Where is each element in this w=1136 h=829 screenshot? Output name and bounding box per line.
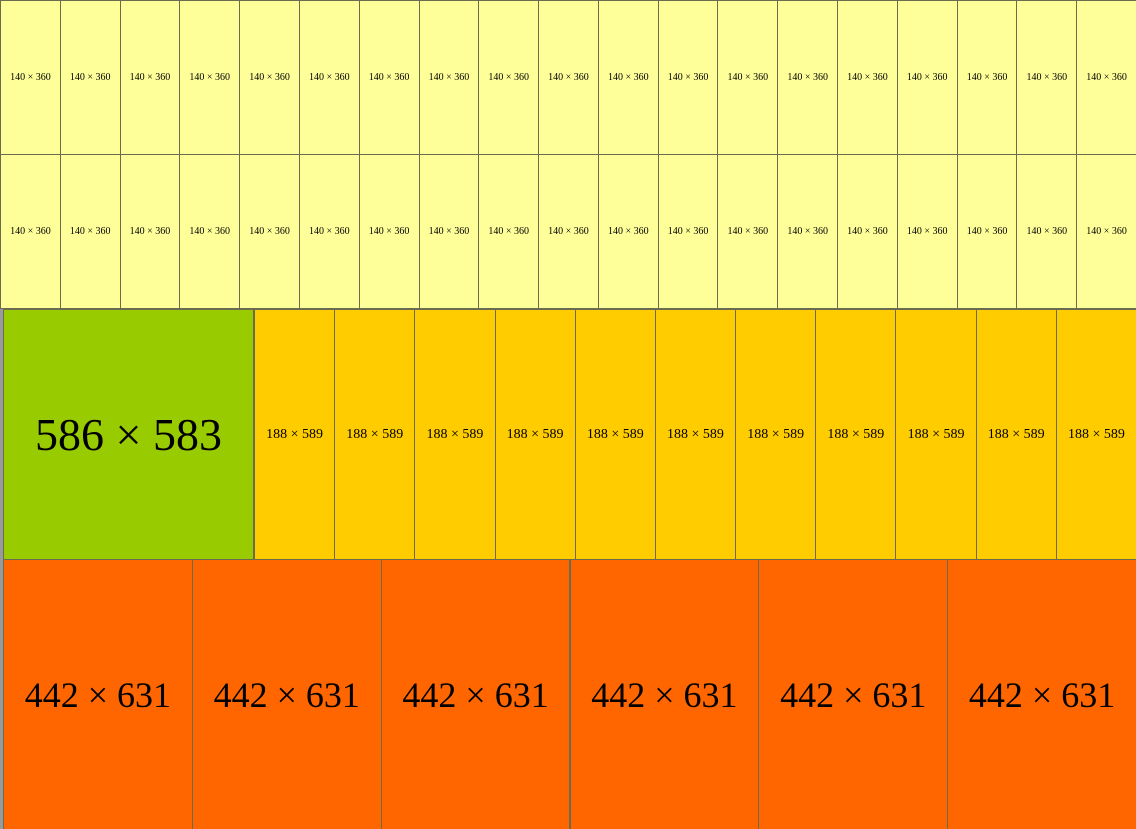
small-tile: 140 × 360: [956, 0, 1018, 155]
small-tile: 140 × 360: [0, 0, 61, 155]
small-tile: 140 × 360: [478, 154, 540, 309]
big-tile: 442 × 631: [569, 559, 760, 829]
medium-tile: 188 × 589: [574, 309, 656, 560]
medium-tile: 188 × 589: [895, 309, 977, 560]
small-tile: 140 × 360: [1076, 154, 1136, 309]
large-tile: 586 × 583: [3, 309, 254, 560]
medium-tile: 188 × 589: [735, 309, 817, 560]
small-tile: 140 × 360: [478, 0, 540, 155]
medium-tile: 188 × 589: [414, 309, 496, 560]
small-tile: 140 × 360: [538, 154, 599, 309]
small-tile: 140 × 360: [717, 154, 779, 309]
medium-tile: 188 × 589: [1055, 309, 1136, 560]
small-tile: 140 × 360: [1016, 154, 1078, 309]
small-tile: 140 × 360: [418, 154, 480, 309]
big-tile: 442 × 631: [191, 559, 382, 829]
small-tile: 140 × 360: [59, 0, 121, 155]
small-tile: 140 × 360: [59, 154, 121, 309]
small-tile: 140 × 360: [418, 0, 480, 155]
small-tile: 140 × 360: [597, 0, 659, 155]
big-tile: 442 × 631: [947, 559, 1136, 829]
medium-tile: 188 × 589: [334, 309, 416, 560]
small-tile: 140 × 360: [358, 0, 420, 155]
small-tile: 140 × 360: [837, 0, 898, 155]
small-tile: 140 × 360: [119, 154, 181, 309]
small-tile: 140 × 360: [777, 0, 839, 155]
medium-tile: 188 × 589: [494, 309, 576, 560]
small-tile: 140 × 360: [837, 154, 898, 309]
small-tile: 140 × 360: [1076, 0, 1136, 155]
small-tile: 140 × 360: [239, 0, 300, 155]
medium-tile: 188 × 589: [654, 309, 737, 560]
small-tile: 140 × 360: [179, 154, 241, 309]
big-tile: 442 × 631: [758, 559, 949, 829]
small-tile: 140 × 360: [119, 0, 181, 155]
small-tile: 140 × 360: [298, 0, 360, 155]
medium-tile: 188 × 589: [975, 309, 1057, 560]
medium-tile: 188 × 589: [815, 309, 897, 560]
small-tile: 140 × 360: [298, 154, 360, 309]
big-tile: 442 × 631: [380, 559, 571, 829]
small-tile: 140 × 360: [657, 154, 719, 309]
small-tile: 140 × 360: [896, 0, 958, 155]
small-tile: 140 × 360: [1016, 0, 1078, 155]
small-tile: 140 × 360: [358, 154, 420, 309]
big-tile: 442 × 631: [3, 559, 193, 829]
medium-tile: 188 × 589: [254, 309, 336, 560]
small-tile: 140 × 360: [777, 154, 839, 309]
small-tile: 140 × 360: [717, 0, 779, 155]
small-tile: 140 × 360: [896, 154, 958, 309]
small-tile: 140 × 360: [239, 154, 300, 309]
small-tile: 140 × 360: [657, 0, 719, 155]
small-tile: 140 × 360: [0, 154, 61, 309]
small-tile: 140 × 360: [956, 154, 1018, 309]
small-tile: 140 × 360: [179, 0, 241, 155]
small-tile: 140 × 360: [538, 0, 599, 155]
small-tile: 140 × 360: [597, 154, 659, 309]
